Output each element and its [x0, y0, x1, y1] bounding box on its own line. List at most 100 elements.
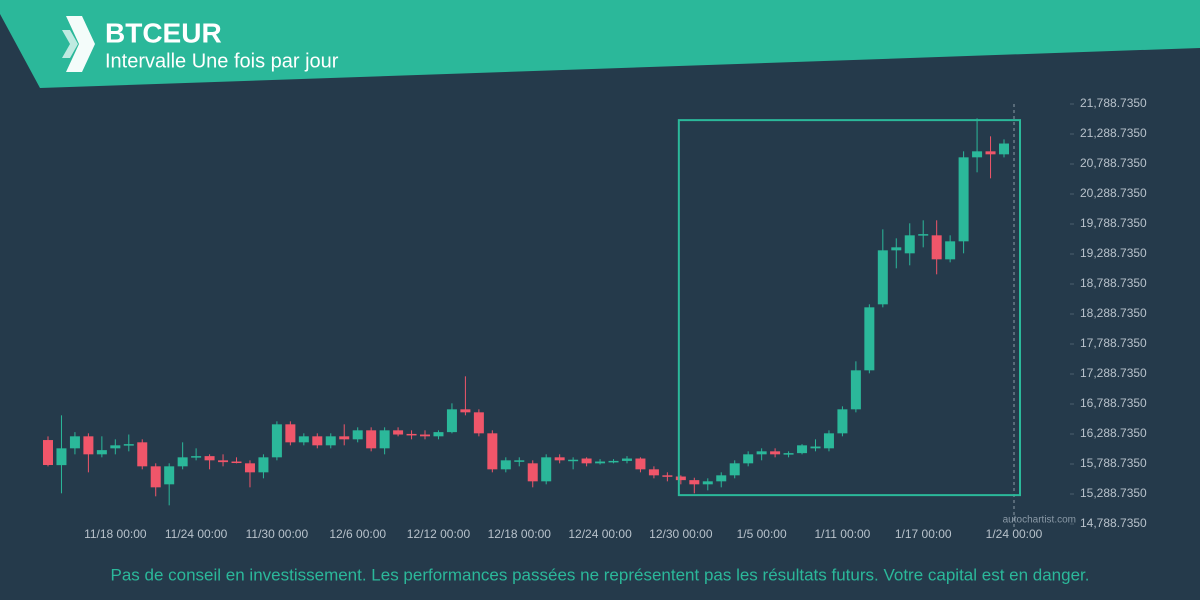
x-tick-label: 11/30 00:00	[246, 527, 309, 541]
y-tick-label: 17,788.7350	[1080, 336, 1147, 350]
candle-body	[446, 409, 457, 433]
candle-body	[379, 430, 390, 449]
candle-body	[473, 412, 484, 434]
candle-body	[648, 469, 659, 476]
candle-body	[621, 458, 632, 461]
x-tick-label: 12/18 00:00	[488, 527, 552, 541]
y-tick-label: 20,288.7350	[1080, 186, 1147, 200]
header-band	[0, 0, 1200, 88]
candle-body	[783, 453, 794, 455]
x-tick-label: 12/12 00:00	[407, 527, 471, 541]
candle-body	[83, 436, 94, 455]
candle-body	[352, 430, 363, 440]
disclaimer: Pas de conseil en investissement. Les pe…	[111, 565, 1090, 584]
subtitle: Intervalle Une fois par jour	[105, 50, 339, 72]
candle-body	[218, 460, 229, 463]
candle-body	[500, 460, 511, 470]
candle-body	[312, 436, 323, 446]
candle-body	[581, 458, 592, 464]
candle-body	[231, 461, 242, 464]
candle-body	[177, 457, 188, 467]
candle-body	[393, 430, 404, 435]
x-tick-label: 11/24 00:00	[165, 527, 228, 541]
candle-body	[514, 460, 525, 462]
candle-body	[339, 436, 350, 440]
candle-body	[568, 459, 579, 462]
candle-body	[743, 454, 754, 464]
candle-body	[999, 143, 1009, 155]
candle-body	[487, 433, 498, 470]
candle-body	[541, 457, 552, 482]
candle-body	[958, 157, 969, 242]
y-tick-label: 16,788.7350	[1080, 396, 1147, 410]
y-tick-label: 15,288.7350	[1080, 486, 1147, 500]
candle-body	[837, 409, 848, 434]
y-tick-label: 16,288.7350	[1080, 426, 1147, 440]
y-tick-label: 21,288.7350	[1080, 126, 1147, 140]
y-tick-label: 19,288.7350	[1080, 246, 1147, 260]
candle-body	[864, 307, 875, 371]
candle-body	[877, 250, 888, 305]
candle-body	[433, 432, 444, 437]
candle-body	[891, 247, 902, 251]
candle-body	[56, 448, 67, 466]
candle-body	[608, 460, 619, 463]
candle-body	[675, 476, 686, 481]
candle-body	[810, 446, 821, 449]
candle-body	[271, 424, 282, 458]
x-tick-label: 1/5 00:00	[737, 527, 787, 541]
candle-body	[420, 434, 431, 437]
x-tick-label: 12/6 00:00	[329, 527, 386, 541]
logo	[62, 16, 95, 72]
y-tick-label: 21,788.7350	[1080, 96, 1147, 110]
candle-body	[258, 457, 269, 473]
candle-body	[797, 445, 808, 454]
x-tick-label: 1/11 00:00	[815, 527, 871, 541]
candle-body	[554, 457, 565, 461]
candle-body	[164, 466, 175, 485]
candle-body	[298, 436, 309, 443]
candle-body	[756, 451, 767, 455]
candle-body	[285, 424, 296, 443]
x-tick-label: 1/17 00:00	[895, 527, 952, 541]
y-tick-label: 15,788.7350	[1080, 456, 1147, 470]
candle-body	[110, 445, 121, 449]
candle-body	[366, 430, 377, 449]
y-tick-label: 18,288.7350	[1080, 306, 1147, 320]
candle-body	[635, 458, 646, 470]
candle-body	[123, 444, 134, 446]
candle-body	[191, 456, 202, 458]
candle-body	[69, 436, 80, 449]
candle-body	[904, 235, 915, 254]
candle-body	[702, 481, 713, 485]
candle-body	[729, 463, 740, 476]
candle-body	[689, 480, 700, 485]
x-tick-label: 1/24 00:00	[986, 527, 1043, 541]
x-tick-label: 12/24 00:00	[568, 527, 632, 541]
candle-body	[850, 370, 861, 410]
candle-body	[823, 433, 834, 449]
candle-body	[325, 436, 336, 446]
candle-body	[244, 463, 255, 473]
x-tick-label: 12/30 00:00	[649, 527, 713, 541]
candle-body	[770, 451, 781, 455]
candle-body	[595, 461, 606, 464]
candle-body	[150, 466, 161, 488]
candle-body	[137, 442, 148, 467]
pattern-box	[677, 119, 1022, 497]
candle-body	[918, 234, 929, 236]
candle-body	[972, 151, 983, 158]
watermark: autochartist.com	[1003, 515, 1076, 526]
candle-body	[43, 440, 53, 466]
candle-body	[527, 463, 538, 482]
y-tick-label: 18,788.7350	[1080, 276, 1147, 290]
candle-body	[204, 456, 215, 461]
y-tick-label: 17,288.7350	[1080, 366, 1147, 380]
y-tick-label: 19,788.7350	[1080, 216, 1147, 230]
y-tick-label: 14,788.7350	[1080, 516, 1147, 530]
title: BTCEUR	[105, 17, 222, 48]
candle-body	[931, 235, 942, 260]
candle-body	[406, 433, 417, 436]
candle-body	[662, 475, 673, 477]
candle-body	[716, 475, 727, 482]
